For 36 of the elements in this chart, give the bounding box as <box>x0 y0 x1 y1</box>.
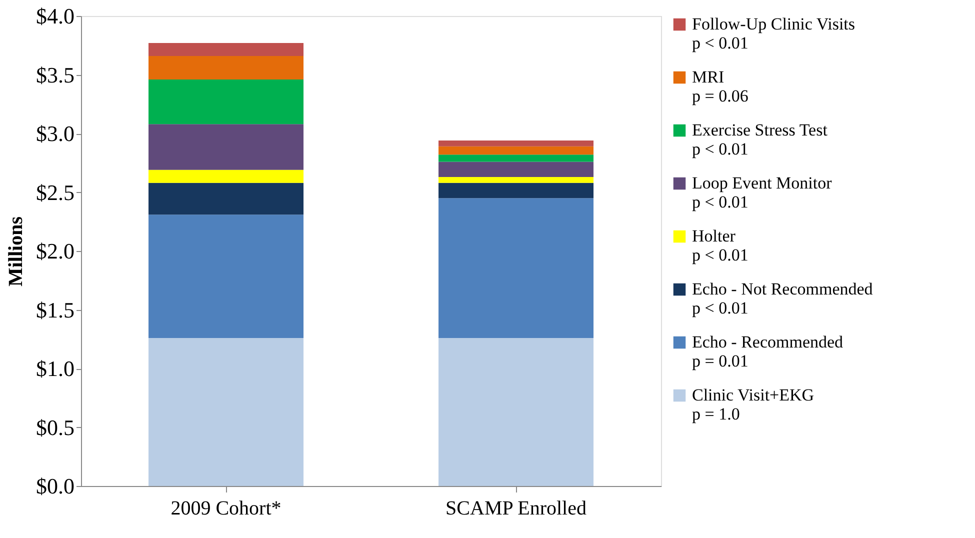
y-tick-label: $3.0 <box>36 121 74 146</box>
bar <box>148 124 304 170</box>
legend-label: MRI p = 0.06 <box>692 68 748 106</box>
bar <box>438 162 594 177</box>
y-tick-label: $3.5 <box>36 62 74 88</box>
bar <box>438 182 594 198</box>
bar <box>148 214 304 338</box>
y-tick-label: $1.5 <box>36 297 74 322</box>
legend-label: Holter p < 0.01 <box>692 226 748 264</box>
bar <box>438 154 594 162</box>
bar <box>148 56 304 80</box>
bar <box>438 176 594 183</box>
bar <box>148 338 304 486</box>
x-tick-label: SCAMP Enrolled <box>446 498 586 520</box>
y-tick-label: $0.5 <box>36 414 74 440</box>
legend-label: Follow-Up Clinic Visits p < 0.01 <box>692 14 856 52</box>
bar <box>438 140 594 146</box>
bar <box>438 198 594 338</box>
legend-label: Clinic Visit+EKG p = 1.0 <box>692 386 814 424</box>
bar <box>148 79 304 124</box>
bar <box>438 338 594 486</box>
bar <box>148 43 304 56</box>
y-tick-label: $2.0 <box>36 238 74 264</box>
legend-label: Loop Event Monitor p < 0.01 <box>692 174 832 212</box>
y-tick-label: $2.5 <box>36 180 74 205</box>
y-tick-label: $4.0 <box>36 4 74 28</box>
y-tick-label: $0.0 <box>36 474 74 498</box>
y-axis-title: Millions <box>5 216 27 287</box>
bar <box>438 146 594 155</box>
legend-label: Echo - Not Recommended p < 0.01 <box>692 280 874 318</box>
legend-label: Echo - Recommended p = 0.01 <box>692 332 844 370</box>
x-tick-label: 2009 Cohort* <box>170 498 282 520</box>
legend-label: Exercise Stress Test p < 0.01 <box>692 120 828 158</box>
y-tick-label: $1.0 <box>36 356 74 381</box>
bar <box>148 170 304 183</box>
bar <box>148 182 304 215</box>
